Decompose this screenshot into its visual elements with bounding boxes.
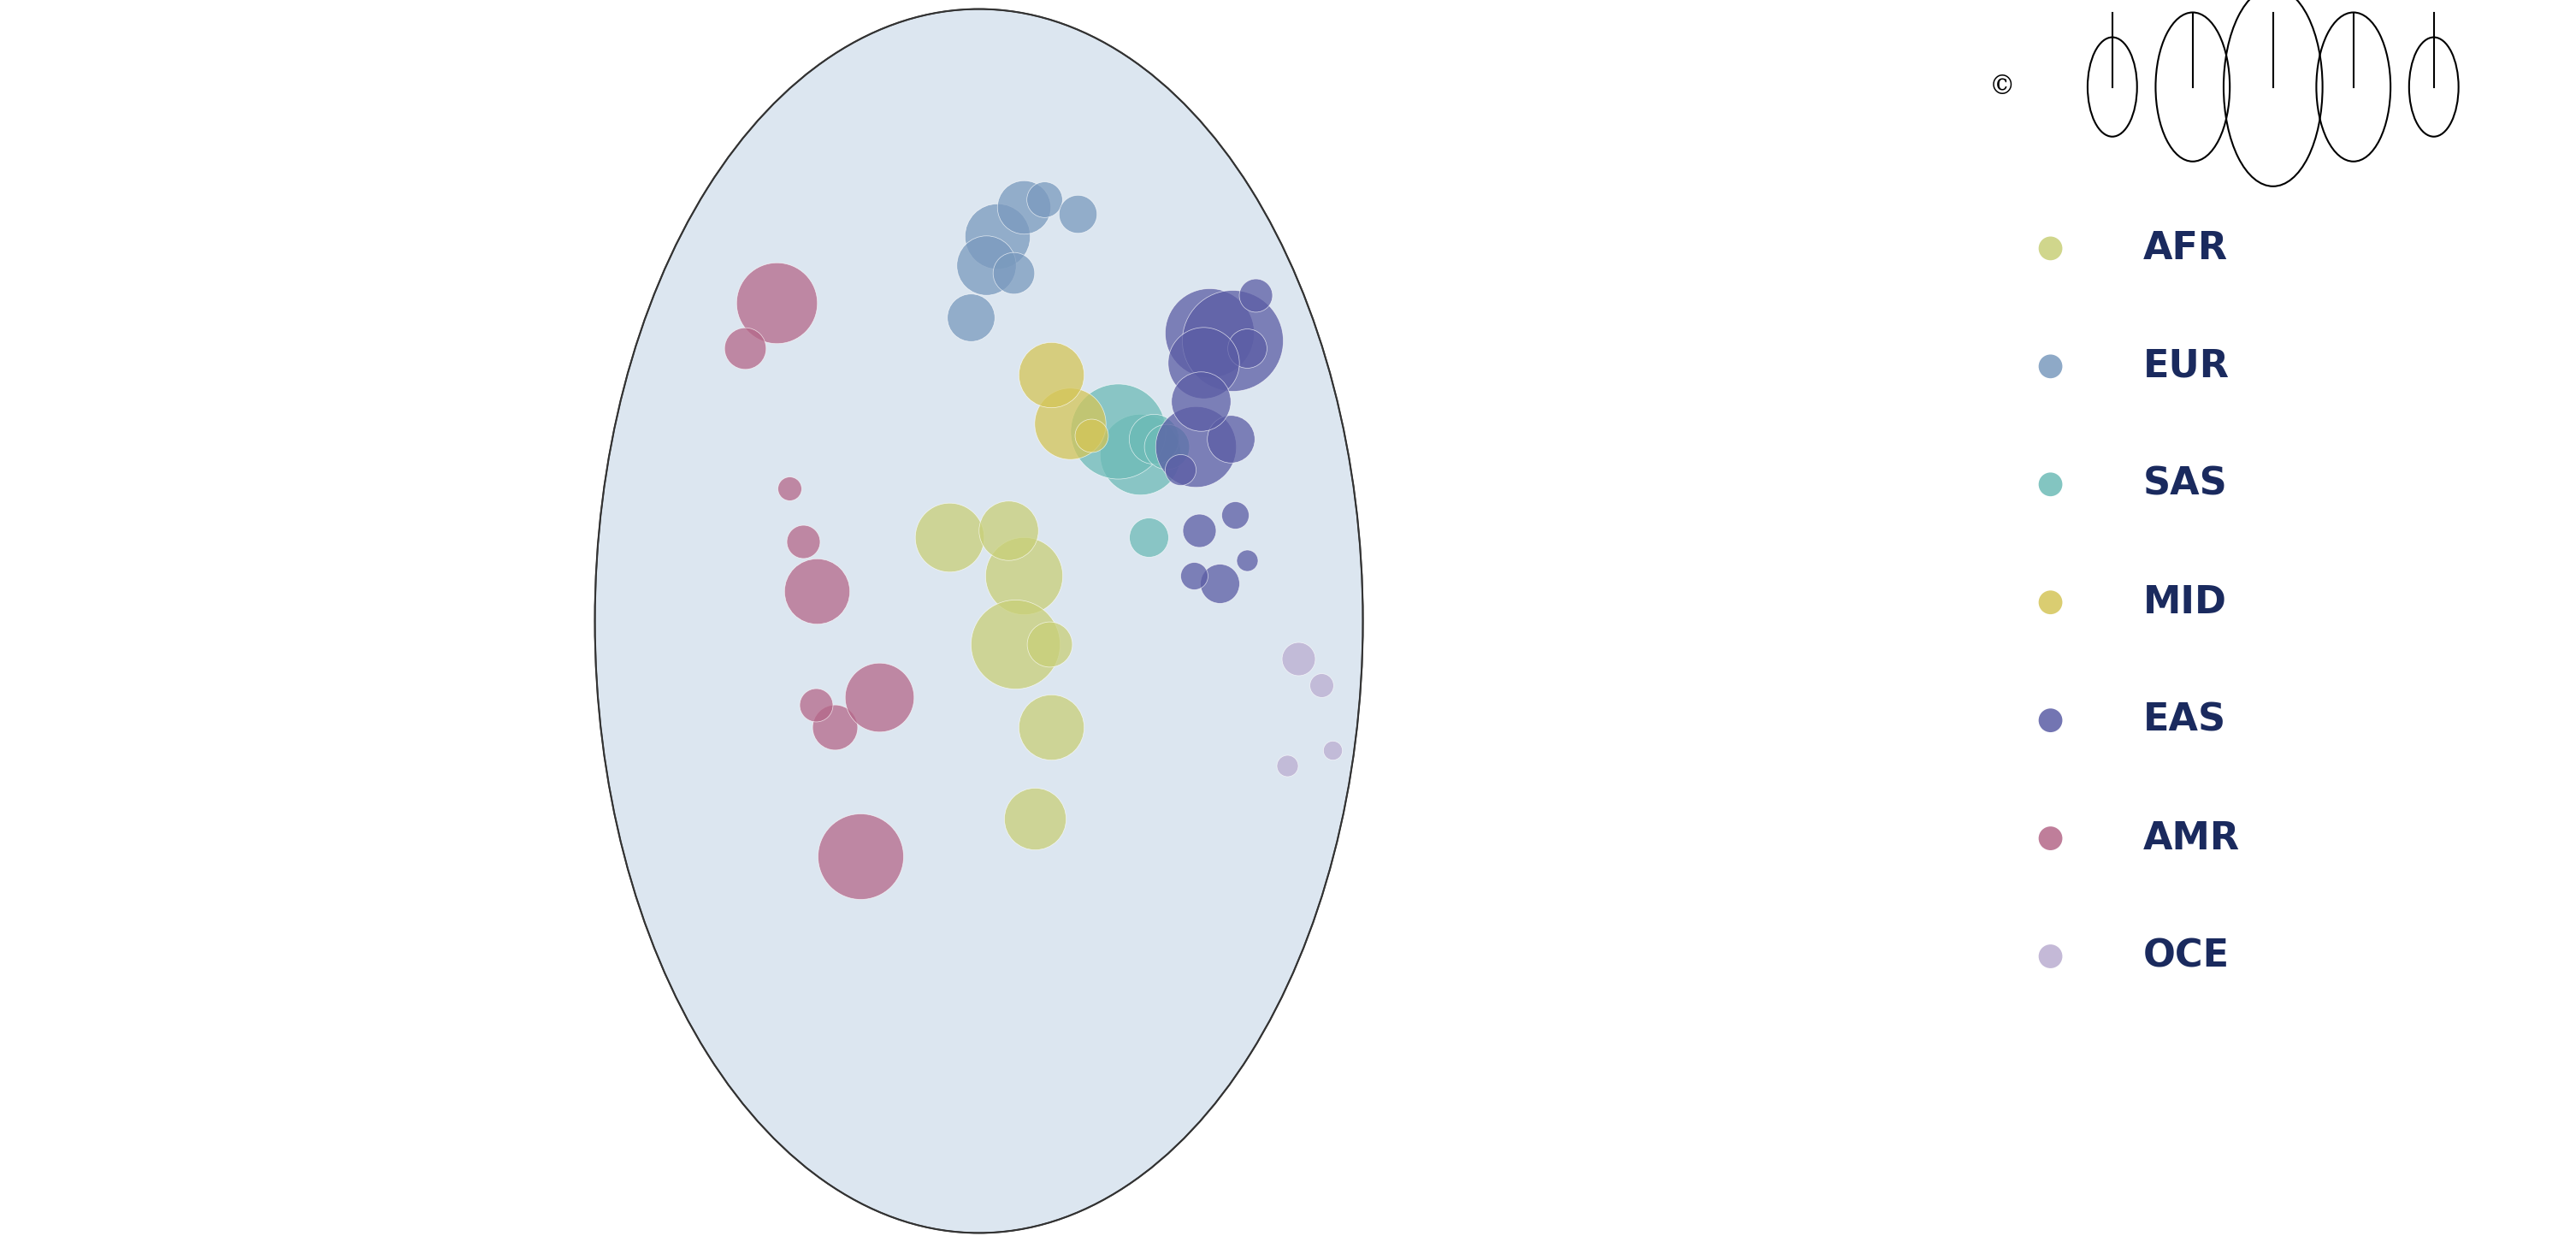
Point — [1180, 520, 1221, 540]
Point — [796, 694, 837, 714]
Point — [1118, 445, 1159, 465]
Point — [1133, 428, 1175, 448]
Point — [1023, 190, 1064, 210]
Point — [1226, 338, 1267, 358]
Text: OCE: OCE — [2143, 938, 2231, 975]
Point — [1128, 528, 1170, 548]
Point — [1146, 436, 1188, 456]
Point — [770, 478, 811, 498]
Point — [1015, 809, 1056, 828]
Point — [724, 338, 765, 358]
Point — [1211, 330, 1252, 350]
Point — [2030, 592, 2071, 612]
Point — [992, 263, 1033, 283]
Point — [994, 633, 1036, 653]
Text: EAS: EAS — [2143, 702, 2226, 739]
Point — [814, 718, 855, 738]
Point — [1172, 565, 1213, 585]
Point — [2030, 474, 2071, 494]
Point — [1030, 364, 1072, 384]
Point — [989, 520, 1030, 540]
Text: ©: © — [1989, 73, 2014, 101]
Text: AFR: AFR — [2143, 230, 2228, 267]
Point — [976, 226, 1018, 246]
Point — [783, 532, 824, 551]
Text: SAS: SAS — [2143, 466, 2228, 503]
Point — [755, 293, 796, 313]
Point — [1002, 196, 1043, 216]
Point — [1072, 425, 1113, 445]
Point — [1311, 740, 1352, 760]
Point — [2030, 238, 2071, 258]
Point — [1267, 755, 1309, 775]
Point — [796, 581, 837, 601]
Point — [1198, 573, 1239, 592]
Point — [2030, 710, 2071, 730]
Text: AMR: AMR — [2143, 820, 2241, 857]
Point — [1211, 428, 1252, 448]
Point — [2030, 356, 2071, 376]
Point — [1226, 550, 1267, 570]
Point — [1030, 718, 1072, 738]
Point — [1002, 565, 1043, 585]
Point — [2030, 946, 2071, 966]
Point — [1175, 436, 1216, 456]
Point — [1180, 391, 1221, 411]
Point — [1048, 414, 1090, 433]
Point — [858, 687, 899, 707]
Point — [1182, 353, 1224, 373]
Point — [966, 256, 1007, 276]
Point — [1213, 504, 1255, 524]
Point — [927, 528, 969, 548]
Point — [1188, 323, 1229, 343]
Text: MID: MID — [2143, 584, 2228, 621]
Point — [1234, 286, 1275, 306]
Point — [1028, 633, 1069, 653]
Point — [840, 846, 881, 866]
Point — [1097, 421, 1139, 441]
Point — [1159, 460, 1200, 479]
Text: EUR: EUR — [2143, 348, 2231, 385]
Point — [951, 308, 992, 328]
Ellipse shape — [595, 9, 1363, 1233]
Point — [1278, 650, 1319, 669]
Point — [1056, 204, 1097, 224]
Point — [2030, 828, 2071, 848]
Point — [1301, 676, 1342, 696]
